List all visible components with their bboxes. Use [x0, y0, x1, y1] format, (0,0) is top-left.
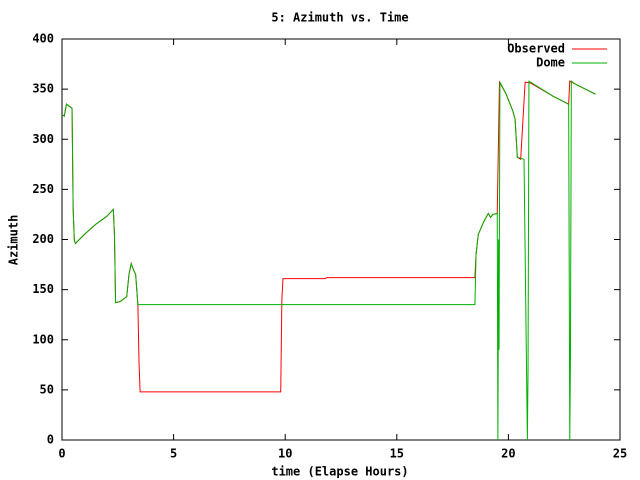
y-tick-label: 0 — [47, 433, 54, 447]
y-tick-label: 350 — [32, 82, 54, 96]
x-axis-label: time (Elapse Hours) — [271, 465, 408, 479]
x-tick-label: 25 — [613, 447, 627, 461]
y-tick-label: 250 — [32, 182, 54, 196]
y-tick-label: 200 — [32, 232, 54, 246]
y-tick-label: 100 — [32, 332, 54, 346]
y-axis-label: Azimuth — [7, 215, 21, 266]
y-tick-label: 400 — [32, 32, 54, 46]
legend-label: Observed — [507, 42, 565, 56]
chart-title: 5: Azimuth vs. Time — [271, 11, 408, 25]
x-tick-label: 5 — [170, 447, 177, 461]
y-tick-label: 300 — [32, 132, 54, 146]
data-line — [61, 80, 596, 441]
x-tick-label: 15 — [390, 447, 404, 461]
y-tick-label: 150 — [32, 282, 54, 296]
legend-label: Dome — [536, 56, 565, 70]
plot-frame — [61, 38, 621, 441]
x-tick-label: 0 — [58, 447, 65, 461]
x-tick-label: 20 — [501, 447, 515, 461]
x-tick-label: 10 — [278, 447, 292, 461]
y-tick-label: 50 — [40, 382, 54, 396]
